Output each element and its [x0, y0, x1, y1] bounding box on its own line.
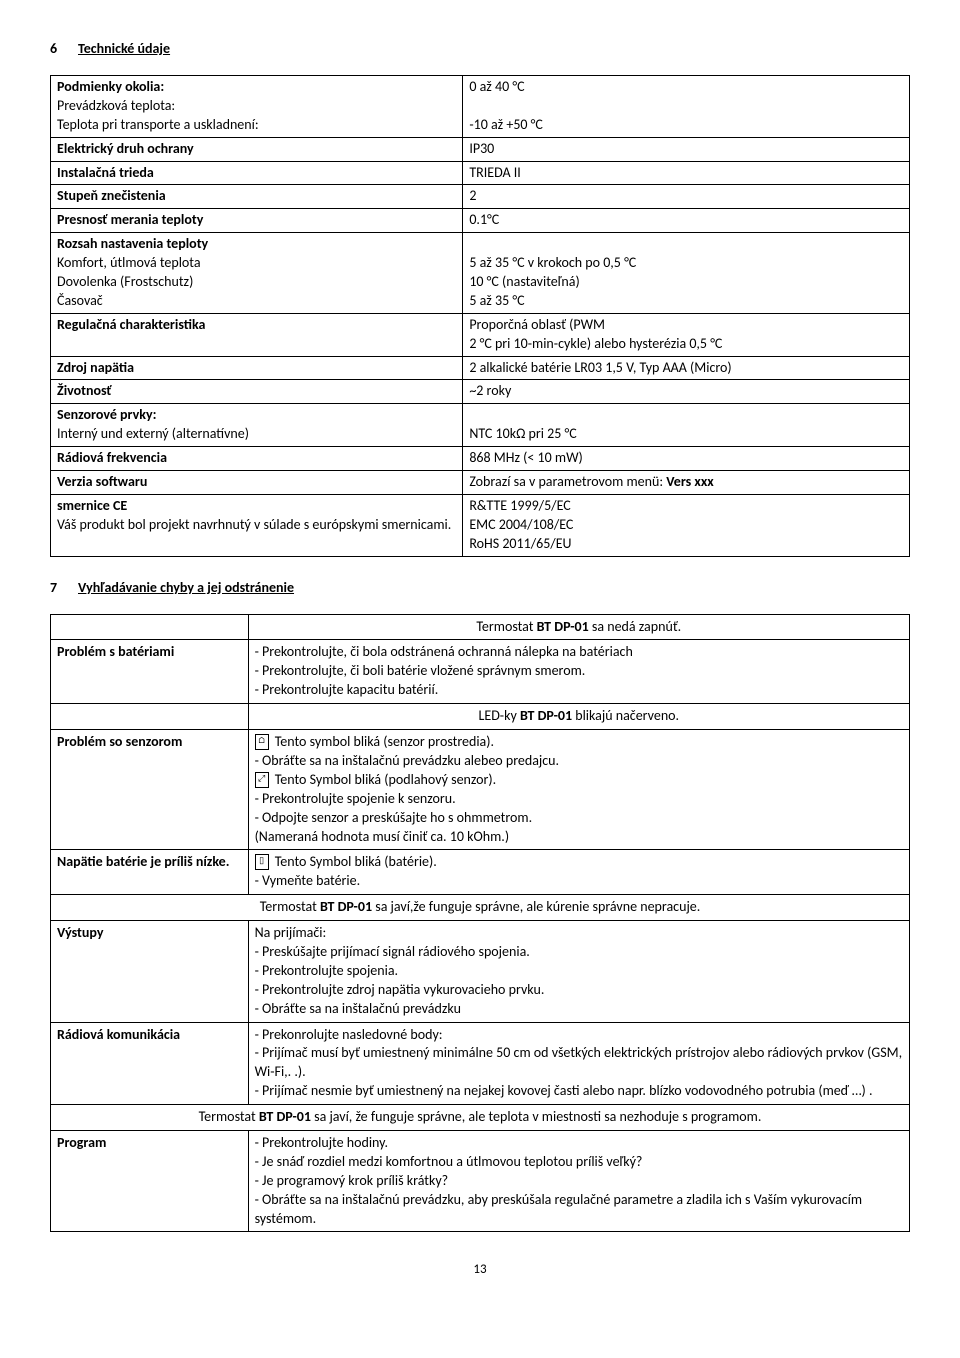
battery-icon: ▯	[255, 854, 269, 870]
sensor-floor-icon: ⤢	[255, 772, 269, 788]
trouble-r2-val: ⌂ Tento symbol bliká (senzor prostredia)…	[248, 730, 909, 850]
section6-num: 6	[50, 40, 78, 57]
spec-table: Podmienky okolia:Prevádzková teplota:Tep…	[50, 75, 910, 557]
trouble-r5-label: Rádiová komunikácia	[51, 1022, 249, 1105]
section7-heading: 7Vyhľadávanie chyby a jej odstránenie	[50, 579, 910, 596]
section6-heading: 6Technické údaje	[50, 40, 910, 57]
page-number: 13	[50, 1262, 910, 1277]
spec-label: smernice CEVáš produkt bol projekt navrh…	[51, 494, 463, 556]
spec-value: NTC 10kΩ pri 25 °C	[463, 404, 910, 447]
spec-value: Proporčná oblasť (PWM2 °C pri 10-min-cyk…	[463, 313, 910, 356]
spec-label: Stupeň znečistenia	[51, 185, 463, 209]
spec-value: IP30	[463, 137, 910, 161]
spec-value: 0.1°C	[463, 209, 910, 233]
trouble-hdr4: Termostat BT DP-01 sa javí, že funguje s…	[51, 1105, 910, 1131]
trouble-r4-label: Výstupy	[51, 921, 249, 1022]
trouble-r3-val: ▯ Tento Symbol bliká (batérie).- Vymeňte…	[248, 850, 909, 895]
trouble-r3-label: Napätie batérie je príliš nízke.	[51, 850, 249, 895]
spec-value: 868 MHz (< 10 mW)	[463, 447, 910, 471]
spec-label: Instalačná trieda	[51, 161, 463, 185]
trouble-hdr3: Termostat BT DP-01 sa javí,že funguje sp…	[51, 895, 910, 921]
spec-value: 2	[463, 185, 910, 209]
sensor-room-icon: ⌂	[255, 734, 269, 750]
spec-label: Regulačná charakteristika	[51, 313, 463, 356]
spec-value: Zobrazí sa v parametrovom menü: Vers xxx	[463, 471, 910, 495]
section7-title: Vyhľadávanie chyby a jej odstránenie	[78, 579, 294, 596]
spec-label: Senzorové prvky:Interný und externý (alt…	[51, 404, 463, 447]
trouble-r5-val: - Prekonrolujte nasledovné body:- Prijím…	[248, 1022, 909, 1105]
section6-title: Technické údaje	[78, 40, 170, 57]
trouble-r1-val: - Prekontrolujte, či bola odstránená och…	[248, 640, 909, 704]
trouble-r1-label: Problém s batériami	[51, 640, 249, 704]
spec-value: ~2 roky	[463, 380, 910, 404]
trouble-r6-label: Program	[51, 1130, 249, 1231]
spec-value: R&TTE 1999/5/ECEMC 2004/108/ECRoHS 2011/…	[463, 494, 910, 556]
spec-value: 2 alkalické batérie LR03 1,5 V, Typ AAA …	[463, 356, 910, 380]
spec-label: Presnosť merania teploty	[51, 209, 463, 233]
spec-label: Životnosť	[51, 380, 463, 404]
section7-num: 7	[50, 579, 78, 596]
trouble-r2-label: Problém so senzorom	[51, 730, 249, 850]
spec-value: TRIEDA II	[463, 161, 910, 185]
spec-value: 5 až 35 °C v krokoch po 0,5 °C10 °C (nas…	[463, 233, 910, 314]
trouble-table: Termostat BT DP-01 sa nedá zapnúť. Probl…	[50, 614, 910, 1233]
spec-label: Rozsah nastavenia teplotyKomfort, útlmov…	[51, 233, 463, 314]
spec-label: Podmienky okolia:Prevádzková teplota:Tep…	[51, 76, 463, 138]
spec-label: Elektrický druh ochrany	[51, 137, 463, 161]
trouble-r4-val: Na prijímači:- Preskúšajte prijímací sig…	[248, 921, 909, 1022]
spec-label: Zdroj napätia	[51, 356, 463, 380]
trouble-hdr1: Termostat BT DP-01 sa nedá zapnúť.	[248, 614, 909, 640]
spec-label: Verzia softwaru	[51, 471, 463, 495]
spec-value: 0 až 40 °C-10 až +50 °C	[463, 76, 910, 138]
trouble-hdr2: LED-ky BT DP-01 blikajú načerveno.	[248, 704, 909, 730]
trouble-r6-val: - Prekontrolujte hodiny.- Je snáď rozdie…	[248, 1130, 909, 1231]
spec-label: Rádiová frekvencia	[51, 447, 463, 471]
